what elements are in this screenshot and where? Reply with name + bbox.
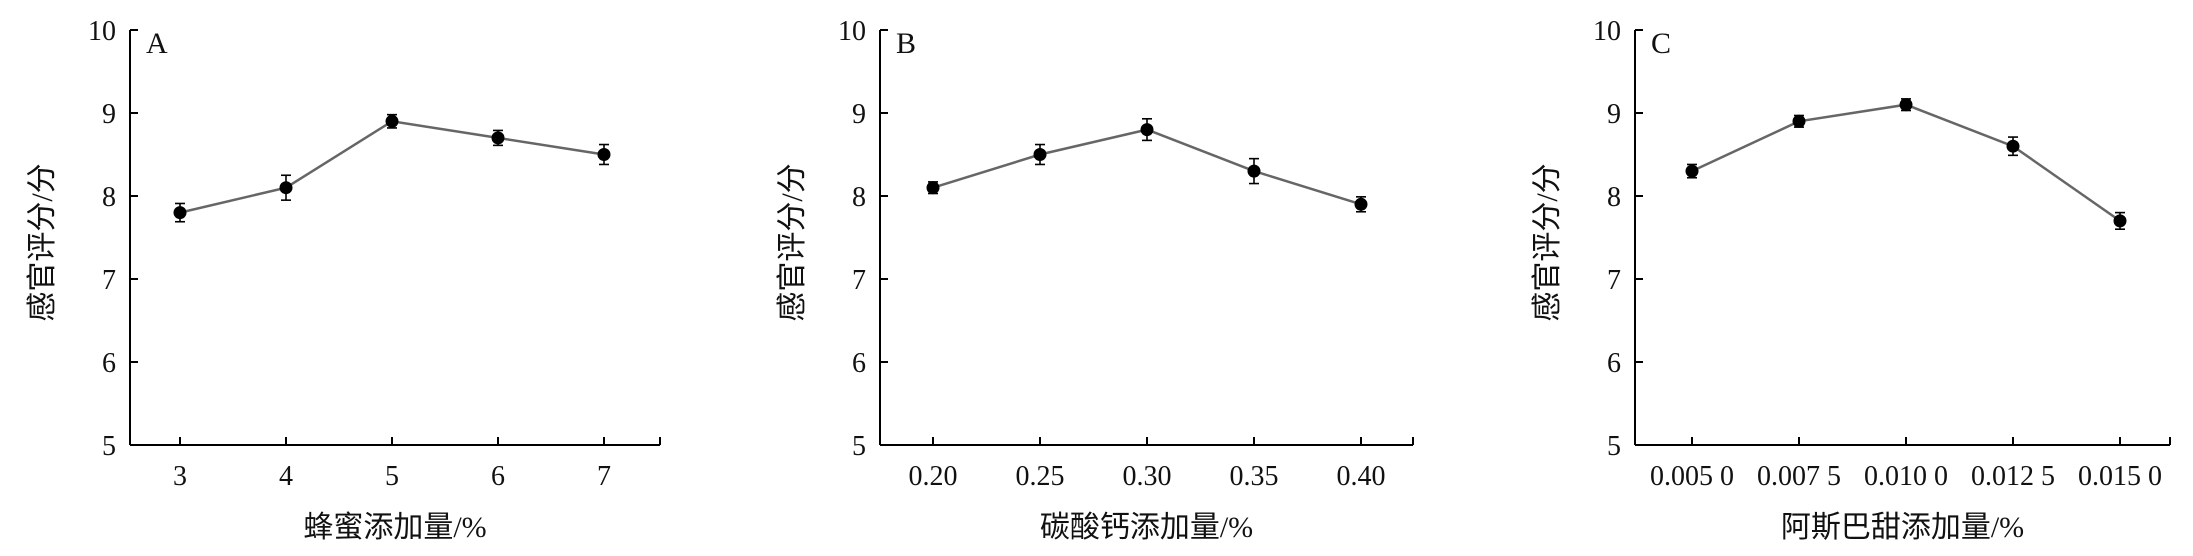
y-tick-label: 10	[88, 16, 116, 47]
data-point	[1140, 123, 1154, 137]
x-tick-label: 0.40	[1337, 461, 1386, 492]
data-point	[926, 181, 940, 195]
x-tick-label: 0.005 0	[1650, 461, 1734, 492]
y-axis-title: 感官评分/分	[776, 163, 809, 321]
x-tick-label: 0.012 5	[1971, 461, 2055, 492]
data-point	[2006, 139, 2020, 153]
data-point	[2113, 214, 2127, 228]
y-tick-label: 8	[102, 182, 116, 213]
x-axis-title: 碳酸钙添加量/%	[1040, 511, 1253, 544]
y-tick-label: 6	[1607, 348, 1621, 379]
x-axis-title: 阿斯巴甜添加量/%	[1781, 511, 2024, 544]
data-point	[1685, 164, 1699, 178]
chart-panel-a: 5 6 7 8 9 10 3 4 5 6 7 A 蜂蜜添加量/% 感官评分/分	[26, 16, 661, 544]
data-point	[279, 181, 293, 195]
y-tick-label: 8	[1607, 182, 1621, 213]
y-tick-label: 7	[852, 265, 866, 296]
y-axis-title: 感官评分/分	[26, 163, 59, 321]
y-tick-label: 7	[1607, 265, 1621, 296]
chart-panel-b: 5 6 7 8 9 10 0.20 0.25 0.30 0.35 0.40 B 碳酸钙添加量/% 感官评分…	[776, 16, 1414, 544]
data-point	[1899, 98, 1913, 112]
x-tick-label: 0.015 0	[2078, 461, 2162, 492]
panel-label: A	[146, 27, 168, 60]
x-axis-title: 蜂蜜添加量/%	[303, 511, 486, 544]
series-line	[179, 119, 605, 214]
series-line	[1691, 103, 2121, 222]
y-tick-label: 9	[852, 99, 866, 130]
data-point	[173, 206, 187, 220]
x-tick-label: 6	[491, 461, 505, 492]
y-tick-label: 9	[1607, 99, 1621, 130]
x-tick-label: 4	[279, 461, 293, 492]
y-tick-label: 7	[102, 265, 116, 296]
y-tick-label: 5	[852, 431, 866, 462]
x-tick-label: 0.25	[1016, 461, 1065, 492]
data-point	[385, 114, 399, 128]
y-tick-label: 6	[852, 348, 866, 379]
data-point	[1033, 148, 1047, 161]
data-point	[1354, 197, 1368, 211]
x-tick-label: 0.35	[1230, 461, 1279, 492]
panel-label: C	[1651, 27, 1671, 60]
x-tick-label: 0.20	[909, 461, 958, 492]
y-tick-label: 5	[1607, 431, 1621, 462]
y-tick-label: 8	[852, 182, 866, 213]
data-point	[1247, 164, 1261, 178]
chart-panel-c: 5 6 7 8 9 10 0.005 0 0.007 5 0.010 0 0.012 5 0.015…	[1531, 16, 2171, 544]
y-axis-title: 感官评分/分	[1531, 163, 1564, 321]
x-tick-label: 5	[385, 461, 399, 492]
x-tick-label: 3	[173, 461, 187, 492]
x-tick-label: 0.010 0	[1864, 461, 1948, 492]
y-tick-label: 10	[1593, 16, 1621, 47]
data-point	[491, 131, 505, 145]
y-tick-label: 6	[102, 348, 116, 379]
data-point	[1792, 114, 1806, 128]
x-tick-label: 0.007 5	[1757, 461, 1841, 492]
x-tick-label: 0.30	[1123, 461, 1172, 492]
y-tick-label: 9	[102, 99, 116, 130]
y-tick-label: 10	[838, 16, 866, 47]
data-point	[597, 148, 611, 161]
panel-label: B	[896, 27, 916, 60]
x-tick-label: 7	[597, 461, 611, 492]
y-tick-label: 5	[102, 431, 116, 462]
